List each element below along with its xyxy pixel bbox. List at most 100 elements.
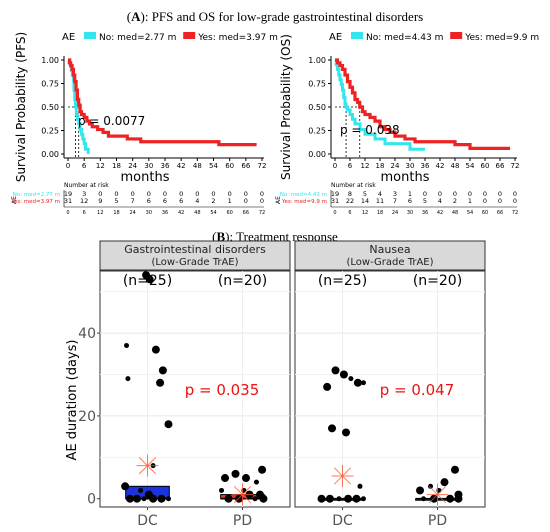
- data-point: [156, 378, 165, 387]
- risk-count: 2: [211, 197, 215, 205]
- facet-strip-title: Nausea: [369, 243, 410, 256]
- risk-count: 0: [147, 190, 151, 198]
- data-point: [157, 494, 166, 503]
- risk-x-tick: 60: [482, 210, 488, 216]
- risk-count: 0: [483, 197, 487, 205]
- risk-x-tick: 24: [129, 210, 135, 216]
- risk-x-tick: 12: [97, 210, 103, 216]
- x-tick-label: DC: [137, 513, 158, 529]
- mean-marker: [426, 483, 449, 506]
- x-tick-label: 30: [406, 162, 415, 170]
- data-point: [360, 380, 366, 386]
- data-point: [336, 496, 342, 502]
- risk-count: 0: [260, 190, 264, 198]
- data-point: [360, 496, 366, 502]
- data-point: [144, 490, 153, 499]
- data-point: [258, 465, 267, 474]
- risk-count: 0: [513, 197, 517, 205]
- risk-count: 0: [179, 190, 183, 198]
- risk-table-title: Number at risk: [64, 182, 109, 189]
- x-tick-label: 66: [496, 162, 505, 170]
- risk-count: 0: [453, 190, 457, 198]
- section-b-heading: (B): Treatment response: [212, 229, 338, 244]
- x-tick-label: 54: [209, 162, 218, 170]
- risk-row-label: No: med=2.77 m: [13, 192, 60, 198]
- risk-count: 0: [423, 190, 427, 198]
- data-point: [121, 482, 130, 491]
- survival-curve: [334, 58, 425, 151]
- x-tick-label: 12: [361, 162, 370, 170]
- risk-count: 0: [195, 190, 199, 198]
- risk-x-tick: 0: [333, 210, 336, 216]
- risk-count: 31: [64, 197, 72, 205]
- data-point: [158, 366, 167, 375]
- risk-count: 0: [98, 190, 102, 198]
- mean-marker: [136, 454, 159, 477]
- risk-count: 12: [80, 197, 88, 205]
- risk-x-tick: 30: [146, 210, 152, 216]
- risk-count: 1: [408, 190, 412, 198]
- mean-marker-stroke: [428, 485, 447, 504]
- y-tick-label: 0.50: [41, 103, 59, 112]
- x-tick-label: PD: [233, 513, 252, 529]
- data-point: [124, 343, 130, 349]
- data-point: [416, 486, 425, 495]
- risk-row-label: Yes: med=9.9 m: [281, 199, 327, 205]
- x-tick-label: PD: [428, 513, 447, 529]
- panel-frame: [99, 270, 291, 508]
- risk-x-tick: 6: [348, 210, 351, 216]
- risk-x-tick: 42: [178, 210, 184, 216]
- data-point: [331, 366, 340, 375]
- legend-label: Yes: med=9.9 m: [464, 33, 539, 43]
- risk-count: 2: [453, 197, 457, 205]
- y-tick-label: 1.00: [41, 56, 59, 65]
- risk-count: 5: [114, 197, 118, 205]
- mean-marker-stroke: [233, 485, 252, 504]
- risk-count: 4: [195, 197, 199, 205]
- x-tick-label: 42: [436, 162, 445, 170]
- x-tick-label: 30: [144, 162, 153, 170]
- x-axis-label: months: [121, 170, 170, 185]
- x-tick-label: 66: [241, 162, 250, 170]
- risk-count: 1: [228, 197, 232, 205]
- data-point: [357, 483, 363, 489]
- risk-x-tick: 18: [377, 210, 383, 216]
- data-point: [353, 378, 362, 387]
- data-point: [344, 494, 353, 503]
- x-tick-label: DC: [332, 513, 353, 529]
- x-tick-label: 24: [128, 162, 137, 170]
- mean-marker: [331, 464, 354, 487]
- risk-x-tick: 48: [452, 210, 458, 216]
- risk-count: 0: [211, 190, 215, 198]
- data-point: [323, 382, 332, 391]
- data-point: [317, 494, 326, 503]
- risk-x-tick: 66: [243, 210, 249, 216]
- risk-x-tick: 54: [210, 210, 216, 216]
- data-point: [151, 345, 160, 354]
- risk-row-label: Yes: med=3.97 m: [10, 199, 60, 205]
- risk-x-tick: 0: [66, 210, 69, 216]
- data-point: [325, 494, 334, 503]
- risk-count: 0: [498, 197, 502, 205]
- risk-count: 0: [114, 190, 118, 198]
- x-tick-label: 6: [348, 162, 353, 170]
- risk-x-tick: 6: [83, 210, 86, 216]
- y-tick-label: 40: [78, 326, 96, 342]
- x-axis-label: months: [381, 170, 430, 185]
- data-point: [224, 494, 233, 503]
- risk-count: 0: [244, 197, 248, 205]
- risk-count: 3: [82, 190, 86, 198]
- data-point: [450, 465, 459, 474]
- risk-count: 6: [147, 197, 151, 205]
- risk-count: 9: [98, 197, 102, 205]
- x-tick-label: 6: [82, 162, 87, 170]
- data-point: [138, 487, 144, 493]
- risk-x-tick: 12: [362, 210, 368, 216]
- x-tick-label: 72: [511, 162, 520, 170]
- data-point: [141, 496, 147, 502]
- legend-title: AE: [329, 32, 342, 43]
- data-point: [454, 494, 463, 503]
- data-point: [253, 479, 259, 485]
- mean-marker-stroke: [333, 467, 352, 485]
- risk-x-tick: 24: [392, 210, 398, 216]
